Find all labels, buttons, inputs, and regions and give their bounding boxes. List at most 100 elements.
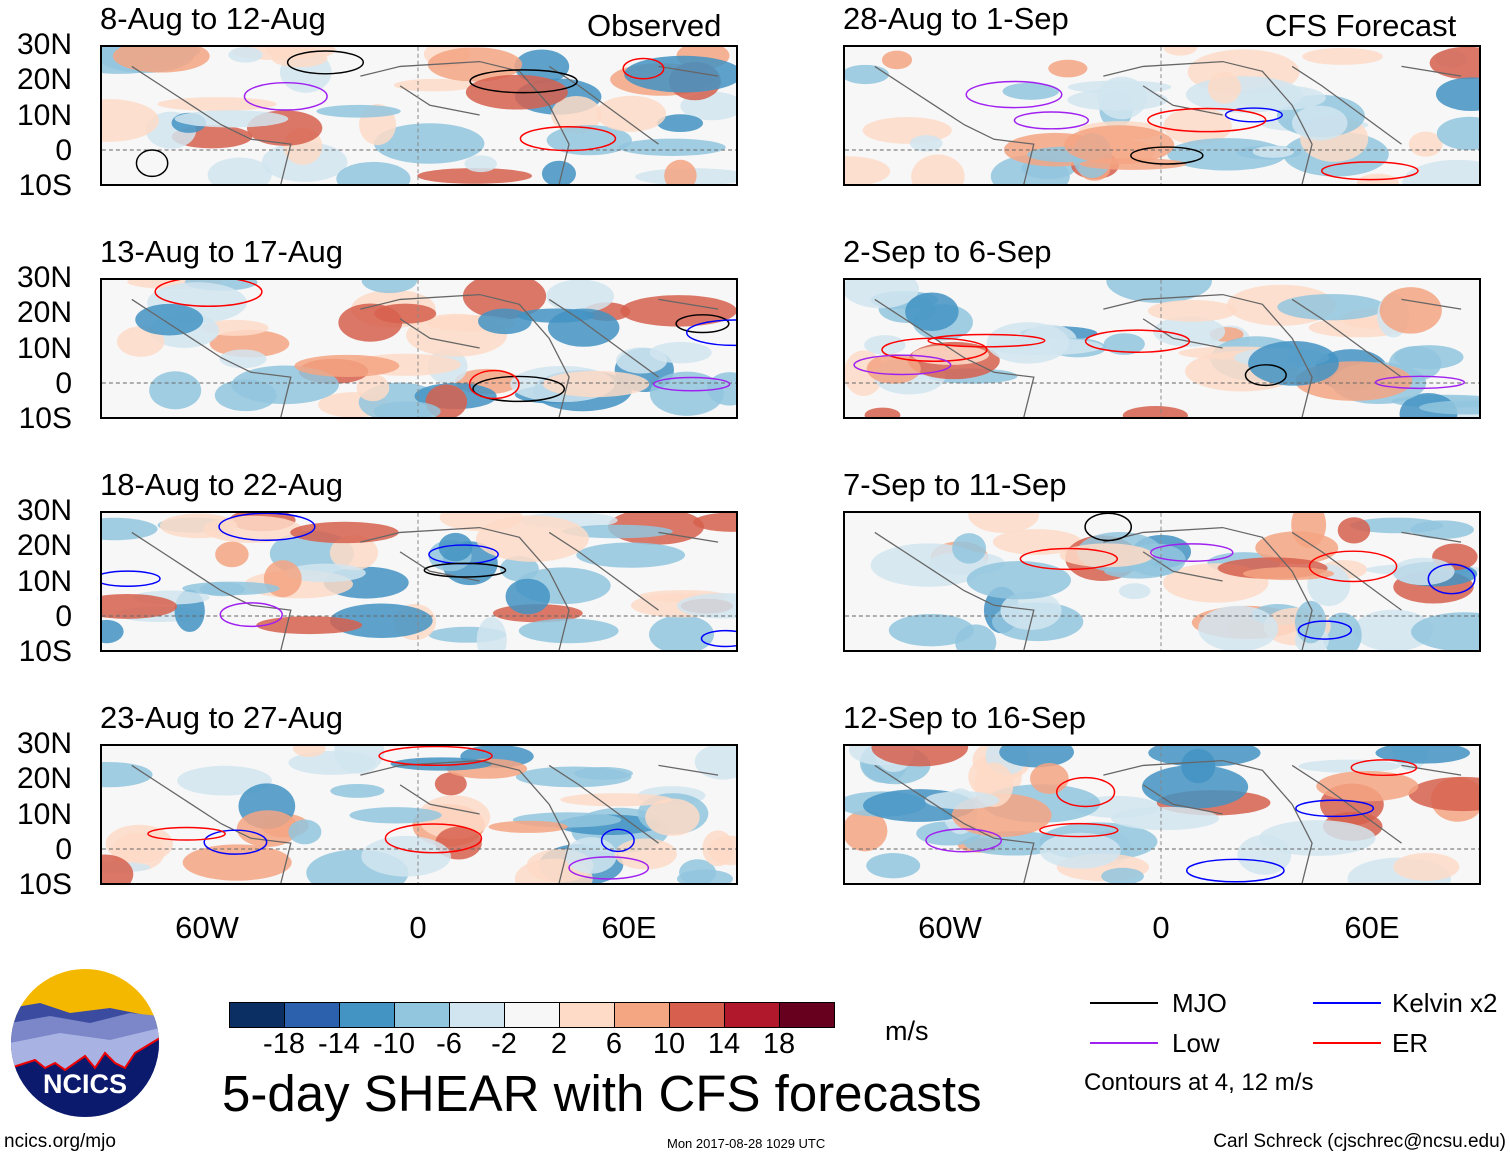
panel-title: 23-Aug to 27-Aug [100, 700, 344, 735]
shear-anomaly-patch [1163, 47, 1198, 56]
shear-anomaly-patch [518, 618, 619, 644]
shear-anomaly-patch [708, 835, 736, 866]
shear-anomaly-patch [1039, 832, 1121, 869]
footer-timestamp: Mon 2017-08-28 1029 UTC [667, 1136, 826, 1151]
shear-anomaly-patch [285, 563, 366, 583]
shear-anomaly-patch [329, 535, 378, 571]
colorbar-swatch [780, 1003, 834, 1027]
wave-contour [622, 57, 665, 80]
shear-anomaly-patch [541, 160, 577, 184]
wave-contour [1295, 799, 1375, 818]
lat-label: 10N [16, 565, 72, 598]
forecast-label: CFS Forecast [1265, 8, 1457, 43]
colorbar-tick-label: 2 [550, 1028, 568, 1060]
coastline [131, 293, 719, 417]
colorbar-tick-label: 6 [605, 1028, 623, 1060]
shear-anomaly-patch [1411, 612, 1479, 650]
coastline [131, 60, 719, 184]
colorbar-swatch [505, 1003, 560, 1027]
shear-anomaly-patch [1402, 159, 1479, 184]
shear-anomaly-patch [102, 854, 134, 883]
shear-anomaly-patch [112, 47, 210, 73]
wave-contour [1308, 550, 1398, 583]
shear-anomaly-patch [694, 746, 736, 780]
wave-contour [675, 314, 730, 334]
shear-anomaly-patch [102, 619, 124, 644]
wave-contour [1185, 858, 1285, 883]
colorbar-tick-label: -18 [263, 1028, 305, 1060]
shear-anomaly-patch [614, 838, 677, 870]
shear-anomaly-patch [488, 820, 568, 833]
wave-contour [1055, 776, 1116, 808]
shear-anomaly-patch [1000, 591, 1062, 630]
wave-contour [1427, 563, 1476, 595]
wave-contour [925, 828, 1003, 853]
coastline [131, 526, 719, 650]
shear-anomaly-patch [215, 541, 249, 568]
shear-anomaly-patch [864, 335, 906, 355]
wave-contour [519, 125, 617, 152]
shear-anomaly-patch [1419, 400, 1479, 415]
shear-anomaly-patch [393, 78, 475, 92]
shear-anomaly-patch [361, 280, 418, 294]
shear-anomaly-patch [1243, 567, 1335, 581]
shear-anomaly-patch [209, 329, 290, 358]
lat-label: 0 [55, 134, 72, 167]
coastline [874, 60, 1462, 184]
wave-contour [881, 337, 988, 362]
shear-anomaly-patch [1198, 605, 1279, 650]
shear-anomaly-patch [1375, 746, 1471, 764]
shear-map-panel [843, 744, 1481, 885]
shear-anomaly-patch [102, 99, 159, 142]
shear-anomaly-patch [330, 783, 385, 798]
legend-label-mjo: MJO [1172, 988, 1227, 1018]
coastline [874, 293, 1462, 417]
shear-anomaly-patch [462, 280, 547, 320]
wave-contour [853, 354, 952, 376]
shear-anomaly-patch [390, 757, 493, 771]
wave-contour [1147, 107, 1267, 133]
panel-title: 2-Sep to 6-Sep [843, 234, 1052, 269]
shear-anomaly-patch [316, 104, 401, 118]
shear-anomaly-patch [417, 168, 533, 184]
shear-anomaly-patch [1030, 762, 1069, 794]
shear-anomaly-patch [574, 767, 633, 780]
shear-anomaly-patch [102, 761, 153, 788]
wave-contour [686, 319, 736, 347]
legend-label-kelvin: Kelvin x2 [1392, 988, 1498, 1018]
shear-anomaly-patch [888, 613, 975, 647]
shear-anomaly-patch [228, 47, 263, 63]
panel-title: 7-Sep to 11-Sep [843, 467, 1067, 502]
ncics-logo: NCICS [10, 968, 160, 1118]
colorbar-swatch [450, 1003, 505, 1027]
footer-url[interactable]: ncics.org/mjo [4, 1131, 116, 1152]
shear-anomaly-patch [565, 837, 617, 874]
legend-line-er [1313, 1042, 1381, 1044]
shear-anomaly-patch [135, 303, 204, 336]
wave-contour [1320, 161, 1419, 181]
wave-contour [1374, 375, 1466, 390]
wave-contour [469, 69, 578, 94]
shear-anomaly-patch [434, 772, 467, 796]
shear-anomaly-patch [157, 97, 277, 111]
shear-anomaly-patch [1429, 47, 1479, 80]
shear-anomaly-patch [909, 135, 943, 152]
shear-anomaly-patch [514, 49, 570, 84]
shear-anomaly-patch [542, 370, 650, 398]
logo-text: NCICS [43, 1069, 127, 1099]
wave-contour [600, 828, 635, 853]
shear-anomaly-patch [207, 157, 272, 184]
shear-anomaly-patch [1237, 85, 1326, 111]
wave-contour [1350, 759, 1418, 777]
wave-contour [1149, 543, 1234, 562]
wave-contour [203, 829, 268, 855]
wave-contour [218, 513, 316, 541]
shear-anomaly-patch [618, 138, 726, 156]
coastline [874, 526, 1462, 650]
shear-anomaly-patch [177, 765, 272, 796]
wave-contour [568, 856, 650, 880]
colorbar-swatch [285, 1003, 340, 1027]
lat-label: 10S [18, 868, 72, 901]
shear-anomaly-patch [1002, 82, 1059, 100]
shear-anomaly-patch [361, 835, 451, 877]
